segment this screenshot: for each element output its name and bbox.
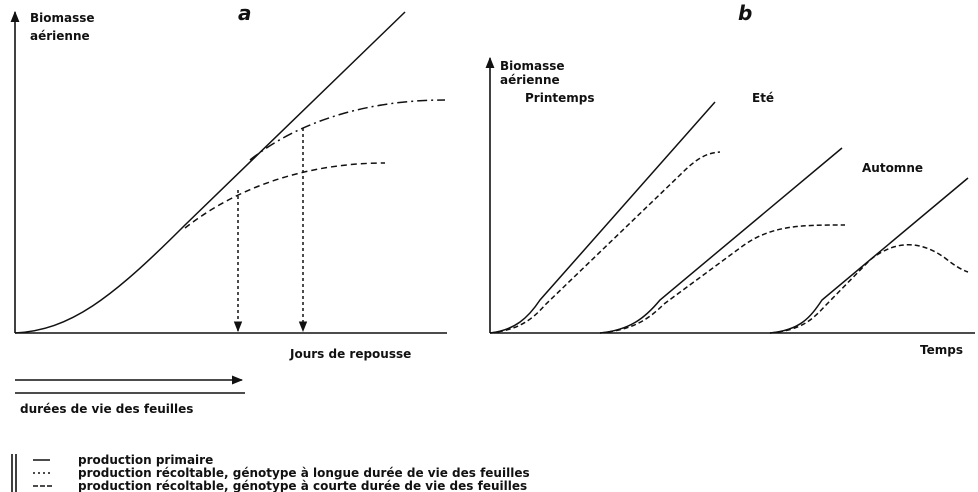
legend-text: production récoltable, génotype à longue… <box>78 466 530 480</box>
y-label: Biomasse <box>30 11 95 25</box>
y-label: aérienne <box>500 73 560 87</box>
legend-text: production primaire <box>78 453 213 467</box>
y-label: Biomasse <box>500 59 565 73</box>
short-life-curve <box>184 162 386 229</box>
season-label: Automne <box>862 161 923 175</box>
y-label: aérienne <box>30 29 90 43</box>
panel-label: a <box>238 1 252 25</box>
short-life-curve <box>769 244 969 334</box>
caption: durées de vie des feuilles <box>20 402 193 416</box>
panel-b: Biomasse aérienne b Printemps Eté Automn… <box>485 1 975 357</box>
legend-text: production récoltable, génotype à courte… <box>78 479 527 492</box>
primary-curve <box>769 177 969 334</box>
x-label: Jours de repousse <box>289 347 411 361</box>
primary-curve <box>489 101 716 334</box>
season-label: Eté <box>752 91 774 105</box>
short-life-curve <box>489 151 721 334</box>
short-life-curve <box>599 224 846 334</box>
panel-a: Biomasse aérienne a Jours de repousse <box>10 1 447 361</box>
legend: production primaire production récoltabl… <box>11 453 530 492</box>
primary-curve <box>14 11 406 334</box>
panel-label: b <box>738 1 752 25</box>
x-label: Temps <box>920 343 963 357</box>
primary-curve <box>599 147 843 334</box>
long-life-curve <box>249 99 446 161</box>
season-label: Printemps <box>525 91 594 105</box>
